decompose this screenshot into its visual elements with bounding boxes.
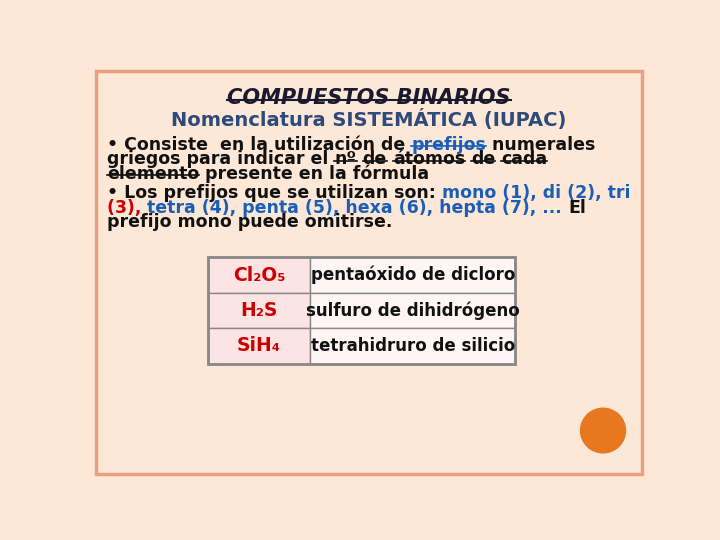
Text: cada: cada — [501, 150, 547, 168]
Text: SiH₄: SiH₄ — [237, 336, 281, 355]
Text: H₂S: H₂S — [240, 301, 278, 320]
Bar — [208, 257, 516, 363]
Text: Nomenclatura SISTEMÁTICA (IUPAC): Nomenclatura SISTEMÁTICA (IUPAC) — [171, 109, 567, 130]
Text: • Los prefijos que se utilizan son:: • Los prefijos que se utilizan son: — [107, 184, 442, 202]
Bar — [208, 293, 310, 328]
Text: El: El — [568, 199, 586, 217]
Text: mono (1), di (2), tri: mono (1), di (2), tri — [442, 184, 631, 202]
Text: prefijos: prefijos — [411, 136, 486, 154]
Text: tetra (4), penta (5), hexa (6), hepta (7), ...: tetra (4), penta (5), hexa (6), hepta (7… — [148, 199, 568, 217]
Text: sulfuro de dihidrógeno: sulfuro de dihidrógeno — [306, 301, 520, 320]
Text: COMPUESTOS BINARIOS: COMPUESTOS BINARIOS — [228, 88, 510, 108]
Bar — [310, 293, 516, 328]
Text: de: de — [363, 150, 387, 168]
Text: • Consiste  en la utilización de: • Consiste en la utilización de — [107, 136, 411, 154]
Bar — [208, 257, 310, 293]
Text: Cl₂O₅: Cl₂O₅ — [233, 266, 285, 285]
Text: griegos para indicar el: griegos para indicar el — [107, 150, 334, 168]
Text: elemento: elemento — [107, 165, 199, 183]
FancyBboxPatch shape — [96, 71, 642, 475]
Bar — [310, 257, 516, 293]
Text: tetrahidruro de silicio: tetrahidruro de silicio — [310, 337, 515, 355]
Text: nº: nº — [334, 150, 356, 168]
Text: (3),: (3), — [107, 199, 148, 217]
Bar — [310, 328, 516, 363]
Text: pentaóxido de dicloro: pentaóxido de dicloro — [310, 266, 515, 284]
Circle shape — [580, 408, 626, 453]
Text: átomos: átomos — [393, 150, 465, 168]
Text: prefijo mono puede omitirse.: prefijo mono puede omitirse. — [107, 213, 392, 232]
Text: presente en la fórmula: presente en la fórmula — [199, 165, 429, 184]
Text: numerales: numerales — [486, 136, 595, 154]
Bar — [208, 328, 310, 363]
Text: de: de — [471, 150, 495, 168]
